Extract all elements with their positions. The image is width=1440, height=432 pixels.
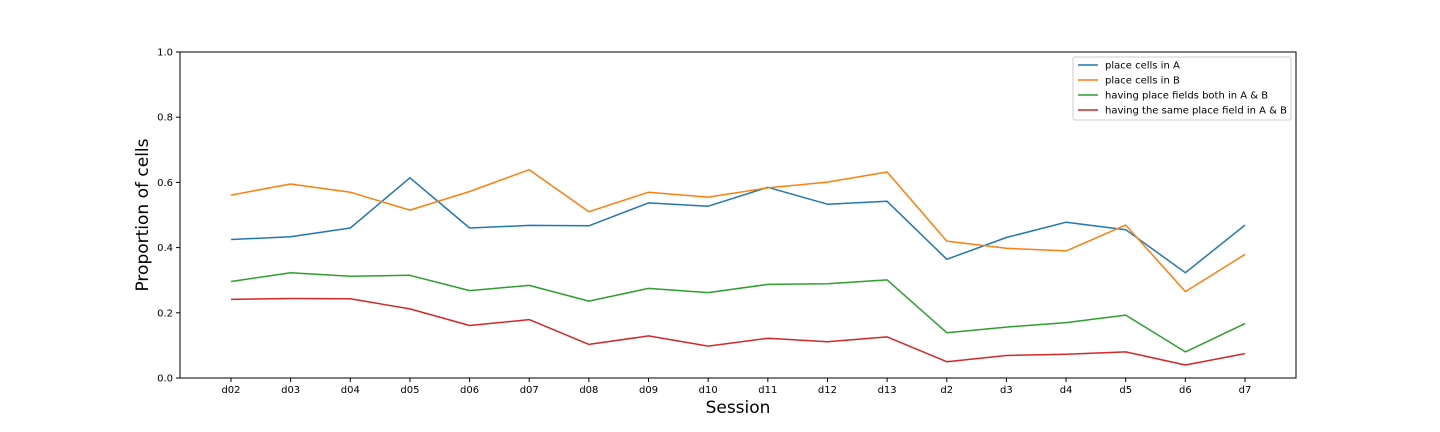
x-tick-label: d13: [878, 385, 897, 396]
x-tick-label: d10: [699, 385, 718, 396]
x-axis-ticks: d02 d03 d04 d05 d06 d07 d08 d09 d10 d11 d12 d13 d2 d3…: [221, 378, 1251, 396]
legend-label: place cells in B: [1105, 76, 1180, 87]
y-axis-title: Proportion of cells: [133, 138, 153, 291]
y-tick-label: 0.0: [157, 374, 173, 385]
y-tick-label: 1.0: [157, 48, 173, 59]
y-tick-label: 0.8: [157, 113, 173, 124]
series-line-2: [230, 168, 1246, 293]
x-tick-label: d03: [281, 385, 300, 396]
x-tick-label: d12: [818, 385, 837, 396]
x-tick-label: d05: [400, 385, 419, 396]
y-tick-label: 0.2: [157, 308, 173, 319]
legend-label: having place fields both in A & B: [1105, 91, 1268, 102]
series-line-3: [230, 271, 1246, 353]
x-tick-label: d2: [940, 385, 953, 396]
x-tick-label: d04: [341, 385, 360, 396]
x-tick-label: d4: [1060, 385, 1073, 396]
legend-box: [1072, 56, 1292, 121]
y-tick-label: 0.4: [157, 243, 173, 254]
y-axis-ticks: 0.0 0.2 0.4 0.6 0.8 1.0: [157, 48, 180, 385]
series-line-4: [230, 297, 1246, 366]
x-tick-label: d06: [460, 385, 479, 396]
legend-label: place cells in A: [1105, 61, 1180, 72]
x-tick-label: d08: [579, 385, 598, 396]
legend-label: having the same place field in A & B: [1105, 106, 1287, 117]
series-line-1: [230, 177, 1246, 274]
x-axis-title: Session: [706, 398, 771, 418]
plot-area: [179, 51, 1297, 379]
x-tick-label: d3: [1000, 385, 1013, 396]
x-tick-label: d11: [758, 385, 777, 396]
x-tick-label: d09: [639, 385, 658, 396]
y-tick-label: 0.6: [157, 178, 173, 189]
series-layer: [230, 168, 1246, 366]
x-tick-label: d6: [1179, 385, 1192, 396]
legend: place cells in A place cells in B having p…: [1072, 56, 1292, 121]
x-tick-label: d7: [1239, 385, 1252, 396]
x-tick-label: d07: [520, 385, 539, 396]
axes-frame: [179, 51, 1297, 379]
x-tick-label: d5: [1119, 385, 1132, 396]
x-tick-label: d02: [221, 385, 240, 396]
